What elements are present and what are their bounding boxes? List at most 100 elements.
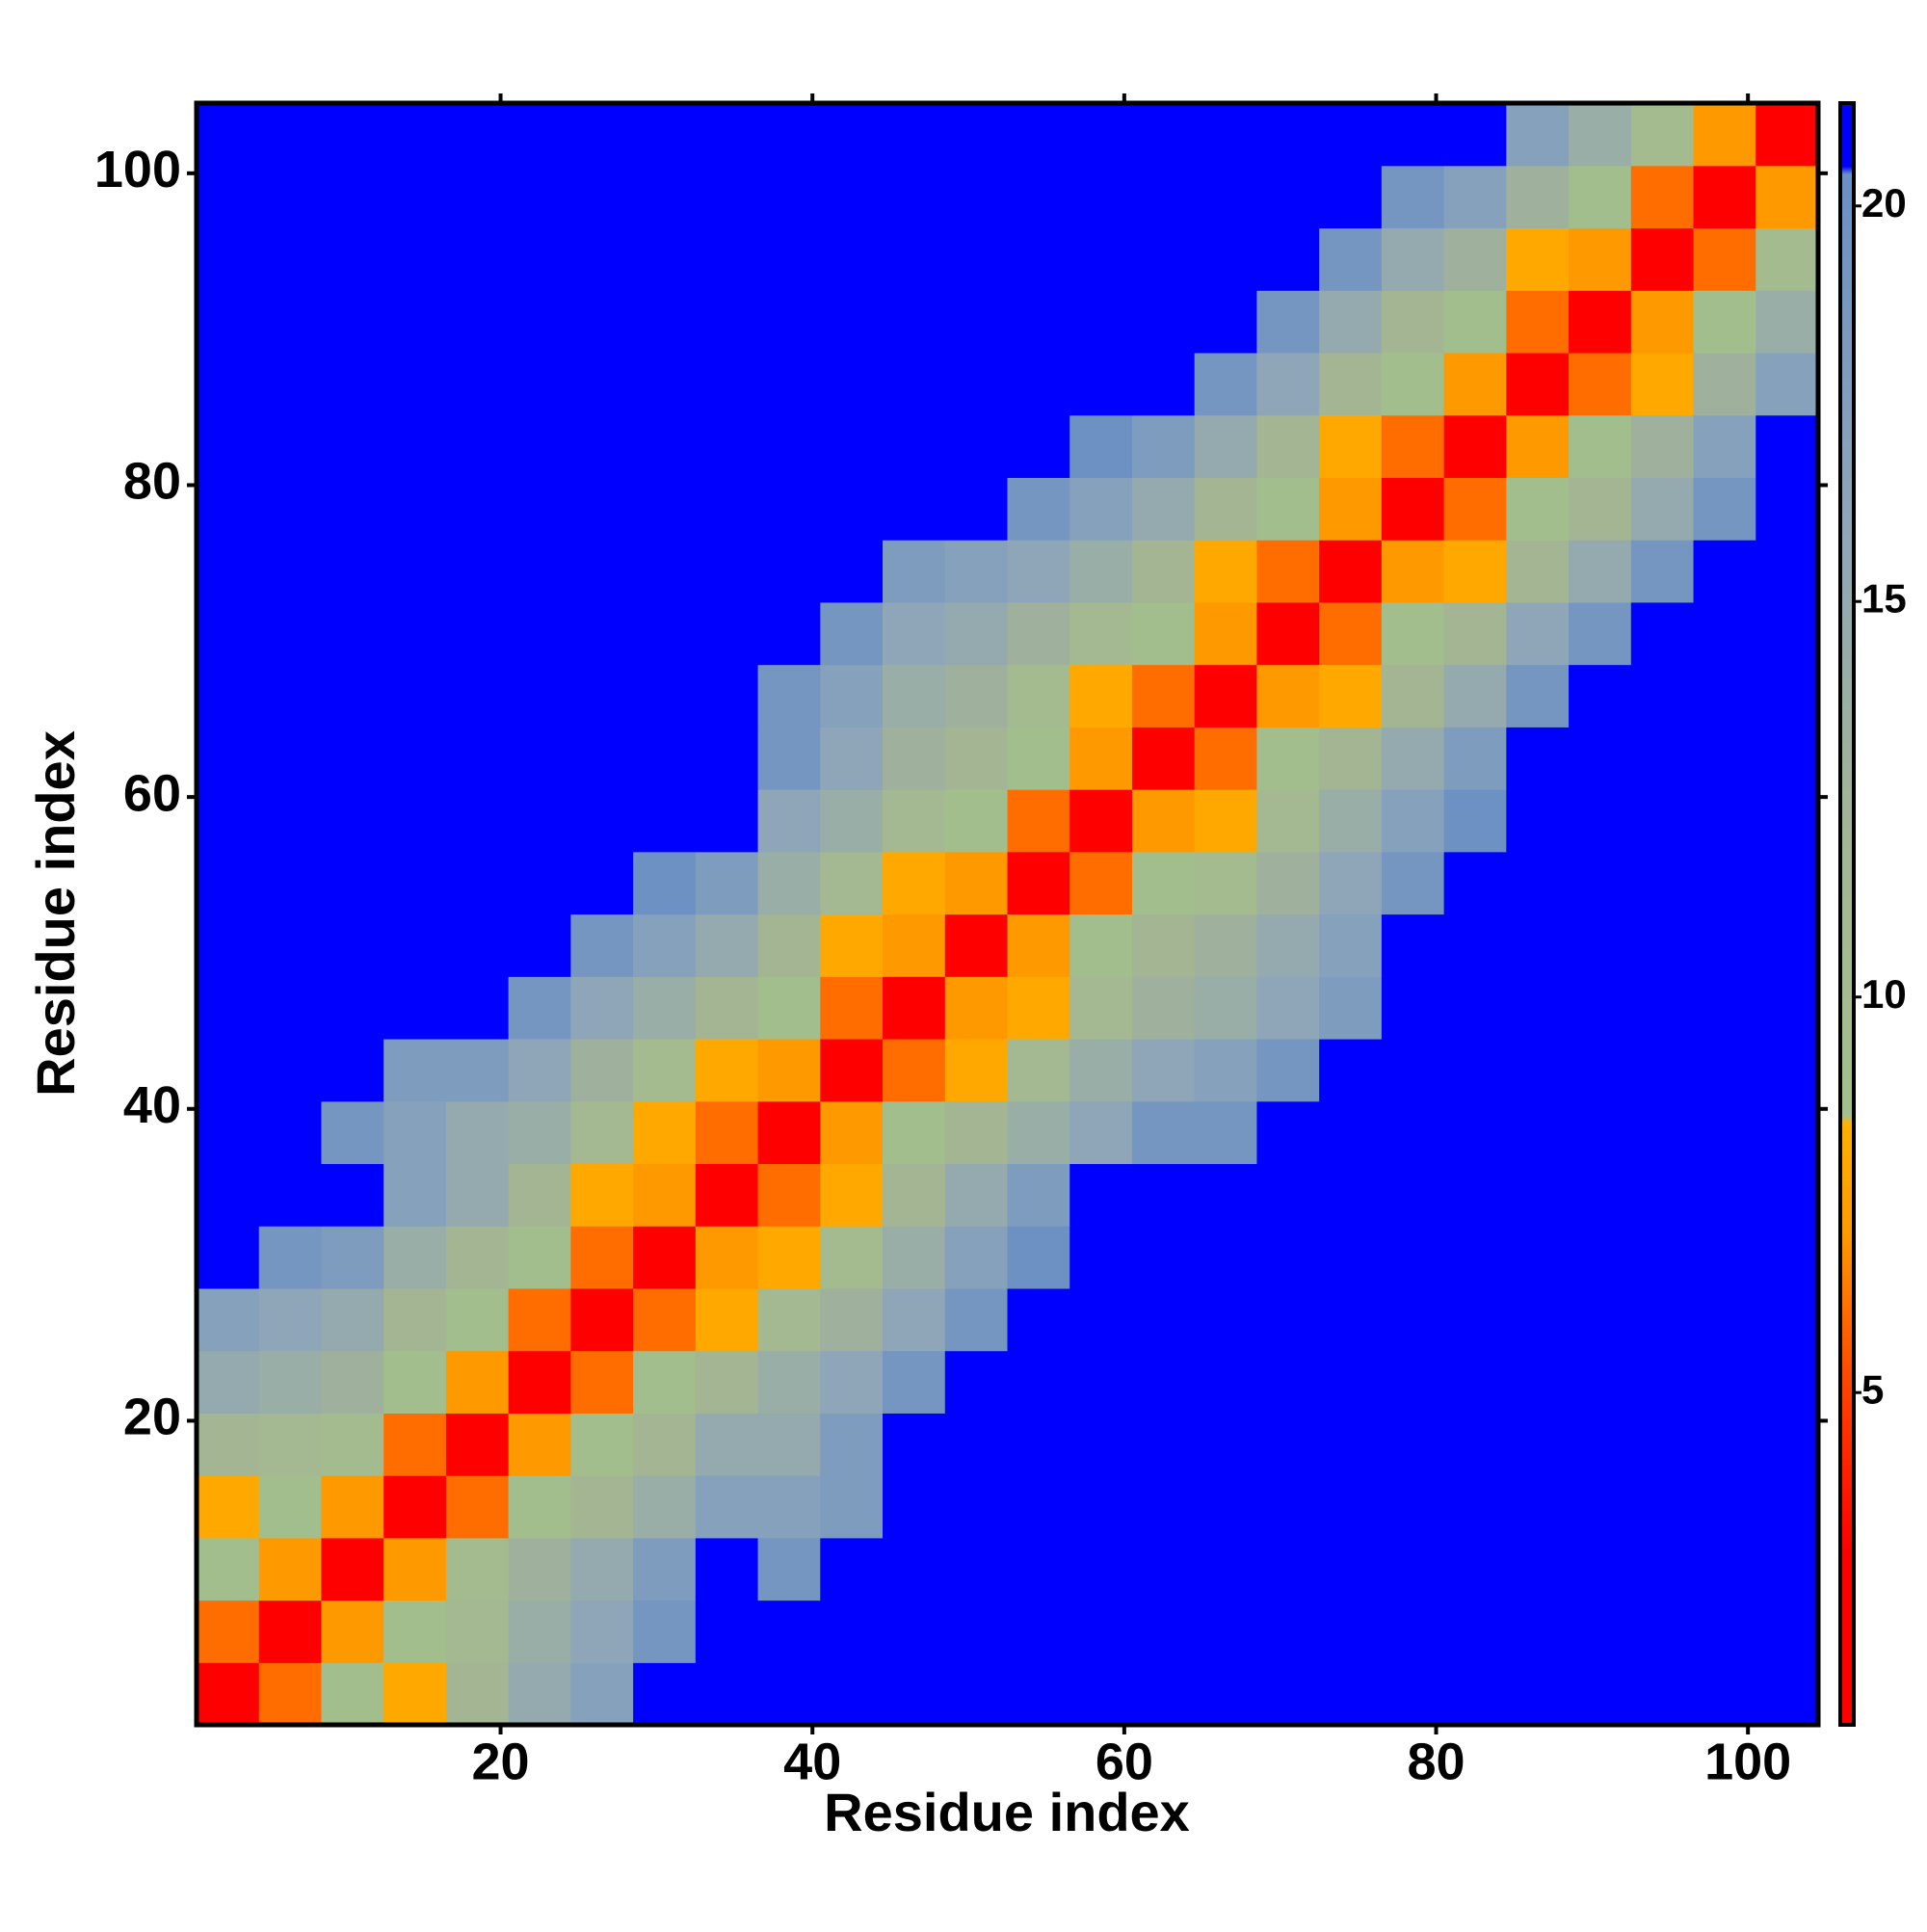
heatmap-cell: [1069, 1100, 1133, 1165]
heatmap-cell: [633, 1537, 697, 1601]
heatmap-cell: [383, 664, 447, 728]
heatmap-cell: [1569, 165, 1632, 229]
heatmap-cell: [1630, 1100, 1695, 1165]
heatmap-cell: [508, 1662, 571, 1726]
y-tick-label: 20: [123, 1389, 181, 1446]
heatmap-cell: [1381, 851, 1445, 915]
heatmap-cell: [1069, 290, 1133, 354]
heatmap-cell: [258, 1600, 323, 1663]
heatmap-cell: [1256, 1038, 1320, 1102]
heatmap-cell: [944, 1475, 1009, 1539]
heatmap-cell: [820, 913, 884, 977]
heatmap-cell: [1194, 1287, 1258, 1352]
heatmap-cell: [757, 1537, 821, 1601]
heatmap-cell: [1569, 1475, 1632, 1539]
heatmap-cell: [1693, 1038, 1756, 1102]
heatmap-cell: [1131, 1537, 1196, 1601]
heatmap-cell: [1319, 1038, 1383, 1102]
heatmap-cell: [197, 1475, 260, 1539]
heatmap-cell: [883, 1600, 946, 1663]
heatmap-cell: [258, 1038, 323, 1102]
heatmap-cell: [258, 1413, 323, 1476]
heatmap-cell: [321, 1287, 384, 1352]
heatmap-cell: [944, 1287, 1009, 1352]
heatmap-cell: [258, 1350, 323, 1414]
heatmap-cell: [1569, 227, 1632, 291]
heatmap-cell: [1007, 290, 1070, 354]
heatmap-cell: [258, 540, 323, 603]
heatmap-cell: [820, 477, 884, 541]
heatmap-cell: [1755, 1413, 1819, 1476]
heatmap-cell: [1755, 1537, 1819, 1601]
heatmap-cell: [633, 1413, 697, 1476]
heatmap-cell: [321, 1600, 384, 1663]
heatmap-cell: [1630, 1413, 1695, 1476]
heatmap-cell: [820, 165, 884, 229]
heatmap-cell: [508, 1413, 571, 1476]
heatmap-cell: [944, 851, 1009, 915]
heatmap-cell: [1381, 227, 1445, 291]
heatmap-cell: [695, 103, 759, 167]
heatmap-cell: [633, 1350, 697, 1414]
heatmap-cell: [757, 664, 821, 728]
heatmap-cell: [1381, 1038, 1445, 1102]
heatmap-cell: [1194, 1537, 1258, 1601]
heatmap-cell: [695, 1163, 759, 1227]
heatmap-cell: [633, 727, 697, 790]
heatmap-cell: [1256, 851, 1320, 915]
heatmap-cell: [883, 727, 946, 790]
heatmap-cell: [1194, 727, 1258, 790]
heatmap-cell: [1007, 540, 1070, 603]
heatmap-cell: [1069, 976, 1133, 1040]
heatmap-cell: [197, 1287, 260, 1352]
heatmap-cell: [1443, 103, 1507, 167]
heatmap-cell: [1569, 1537, 1632, 1601]
heatmap-cell: [883, 227, 946, 291]
x-tick-label: 20: [472, 1733, 530, 1790]
heatmap-cell: [820, 727, 884, 790]
heatmap-cell: [445, 290, 510, 354]
heatmap-cell: [820, 1287, 884, 1352]
heatmap-cell: [944, 1100, 1009, 1165]
heatmap-cell: [197, 1038, 260, 1102]
colorbar-tick-label: 15: [1861, 575, 1907, 621]
heatmap-cell: [1131, 414, 1196, 478]
heatmap-cell: [1443, 789, 1507, 853]
heatmap-cell: [1194, 851, 1258, 915]
heatmap-cell: [1569, 727, 1632, 790]
heatmap-cell: [1256, 789, 1320, 853]
heatmap-cell: [1007, 1350, 1070, 1414]
heatmap-cell: [633, 1287, 697, 1352]
heatmap-cell: [1069, 1600, 1133, 1663]
heatmap-cell: [695, 352, 759, 416]
heatmap-cell: [508, 1350, 571, 1414]
heatmap-cell: [883, 477, 946, 541]
heatmap-cell: [1630, 851, 1695, 915]
heatmap-cell: [1007, 414, 1070, 478]
heatmap-cell: [1069, 664, 1133, 728]
heatmap-cell: [1319, 477, 1383, 541]
heatmap-cell: [1069, 165, 1133, 229]
heatmap-cell: [1506, 1537, 1570, 1601]
heatmap-cell: [944, 1226, 1009, 1289]
heatmap-cell: [1256, 1475, 1320, 1539]
heatmap-cell: [445, 727, 510, 790]
heatmap-cell: [883, 976, 946, 1040]
heatmap-cell: [197, 601, 260, 666]
heatmap-cell: [383, 165, 447, 229]
heatmap-cell: [445, 1600, 510, 1663]
heatmap-cell: [695, 1226, 759, 1289]
heatmap-cell: [1194, 165, 1258, 229]
heatmap-cell: [1506, 727, 1570, 790]
heatmap-cell: [1506, 1100, 1570, 1165]
heatmap-cell: [1630, 1287, 1695, 1352]
heatmap-cell: [258, 1163, 323, 1227]
heatmap-cell: [197, 1537, 260, 1601]
heatmap-cell: [695, 664, 759, 728]
heatmap-cell: [1256, 664, 1320, 728]
heatmap-cell: [1131, 165, 1196, 229]
x-axis-label: Residue index: [824, 1782, 1190, 1842]
heatmap-cell: [757, 227, 821, 291]
heatmap-cell: [1569, 664, 1632, 728]
heatmap-cell: [1319, 540, 1383, 603]
